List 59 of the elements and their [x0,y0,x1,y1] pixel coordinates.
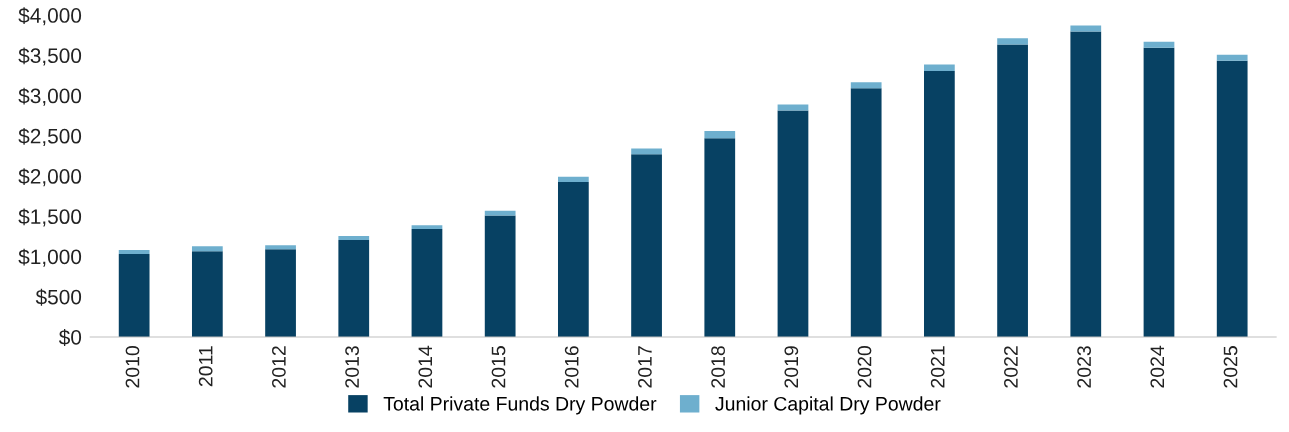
bar [191,246,223,252]
bar [1143,47,1175,337]
bar [1216,54,1248,61]
bar [338,235,370,240]
bar [484,210,516,216]
y-tick-label: $0 [58,329,82,346]
bar [265,245,296,250]
bar [704,130,736,139]
x-tick-label: 2016 [564,346,579,388]
x-tick-label: 2011 [198,346,213,387]
y-tick-label: $500 [35,288,82,306]
x-tick-label: 2022 [1004,346,1018,388]
bar [997,44,1028,337]
bar [411,225,443,229]
bar [1070,25,1102,32]
x-tick-label: 2024 [1150,345,1165,388]
x-tick-label: 2018 [711,346,725,388]
bar [850,88,882,337]
bar [997,38,1028,45]
bar [1143,41,1175,48]
bar [924,70,955,337]
y-tick-label: $3,000 [18,87,82,106]
bar [118,250,150,255]
bar [191,251,223,337]
bar [704,138,736,337]
bar [631,154,662,337]
bar [557,176,589,182]
x-tick-label: 2023 [1077,346,1091,388]
x-tick-label: 2012 [272,346,286,388]
y-tick-label: $3,500 [18,47,82,66]
x-tick-label: 2017 [638,346,652,388]
bar [557,181,589,337]
bar [924,64,955,71]
bar [631,148,662,155]
bar [777,104,809,111]
bar [850,82,882,89]
legend-label: Junior Capital Dry Powder [715,396,941,415]
x-tick-label: 2021 [930,346,945,388]
bar [1070,31,1102,337]
y-tick-label: $1,500 [18,208,82,227]
bar [411,228,443,337]
bar [777,110,809,337]
x-tick-label: 2010 [125,346,140,388]
x-tick-label: 2019 [784,346,799,388]
bar [484,215,516,337]
y-tick-label: $1,000 [18,248,82,267]
x-tick-label: 2013 [345,346,359,388]
x-tick-label: 2015 [491,346,506,388]
x-tick-label: 2014 [418,345,433,388]
legend-label: Total Private Funds Dry Powder [383,396,657,415]
x-tick-label: 2020 [857,346,872,388]
bar [1216,60,1248,337]
bar [265,249,296,337]
x-tick-label: 2025 [1223,346,1238,388]
y-tick-label: $2,500 [18,127,82,147]
bar [338,239,370,337]
y-tick-label: $2,000 [18,168,82,187]
y-tick-label: $4,000 [18,7,82,26]
bar [118,254,150,337]
